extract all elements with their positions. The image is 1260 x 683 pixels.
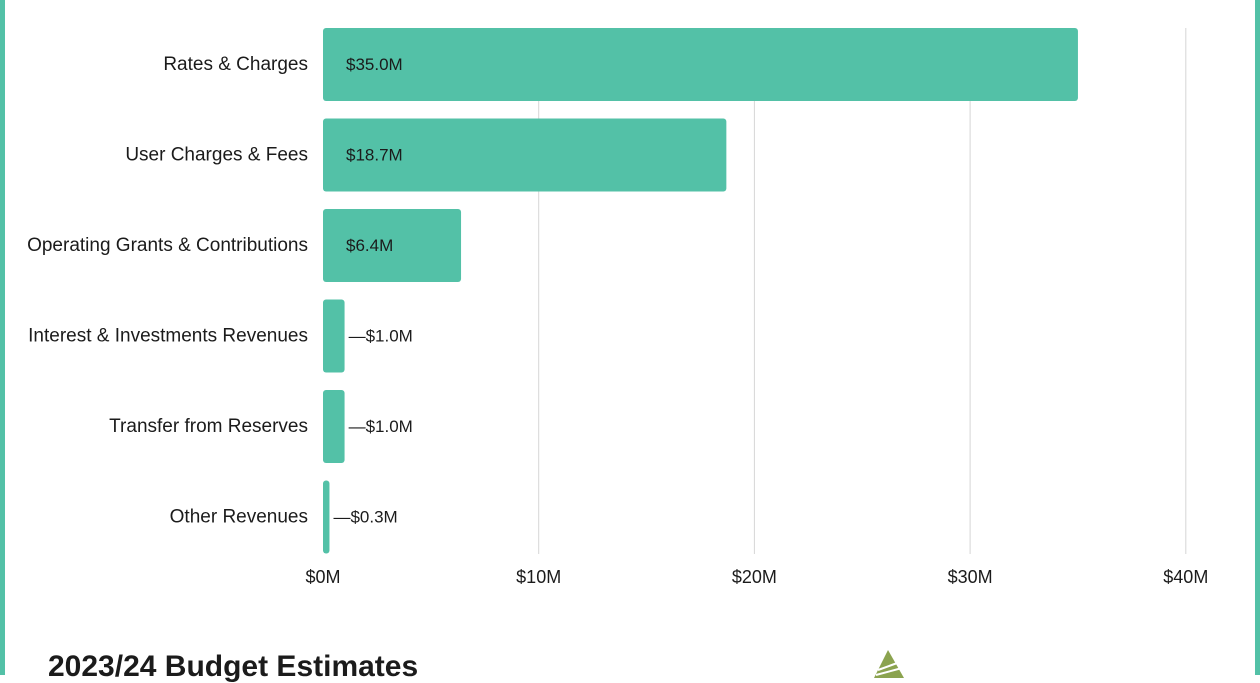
leaf-logo-icon (874, 650, 904, 678)
bar (323, 28, 1078, 101)
category-label: Other Revenues (170, 507, 308, 528)
data-label: —$1.0M (349, 327, 413, 346)
page-title: 2023/24 Budget Estimates (48, 650, 419, 683)
data-label: $6.4M (346, 236, 393, 255)
category-label: Transfer from Reserves (109, 416, 308, 437)
x-tick-label: $0M (305, 567, 340, 587)
x-tick-label: $40M (1163, 567, 1208, 587)
data-label: —$1.0M (349, 417, 413, 436)
data-label: —$0.3M (333, 508, 397, 527)
x-tick-label: $10M (516, 567, 561, 587)
x-tick-label: $30M (948, 567, 993, 587)
data-label: $18.7M (346, 146, 403, 165)
category-label: Interest & Investments Revenues (28, 326, 308, 347)
revenue-bar-chart: Rates & Charges $35.0M User Charges & Fees… (27, 28, 1208, 587)
x-tick-label: $20M (732, 567, 777, 587)
bar (323, 390, 345, 463)
data-label: $35.0M (346, 55, 403, 74)
category-label: Rates & Charges (163, 54, 308, 75)
frame-border-right (1255, 0, 1260, 675)
bar (323, 299, 345, 373)
bar (323, 118, 727, 192)
frame-border-left (0, 0, 5, 675)
category-label: User Charges & Fees (125, 145, 308, 166)
bar (323, 209, 462, 282)
bar (323, 480, 330, 554)
category-label: Operating Grants & Contributions (27, 235, 308, 256)
